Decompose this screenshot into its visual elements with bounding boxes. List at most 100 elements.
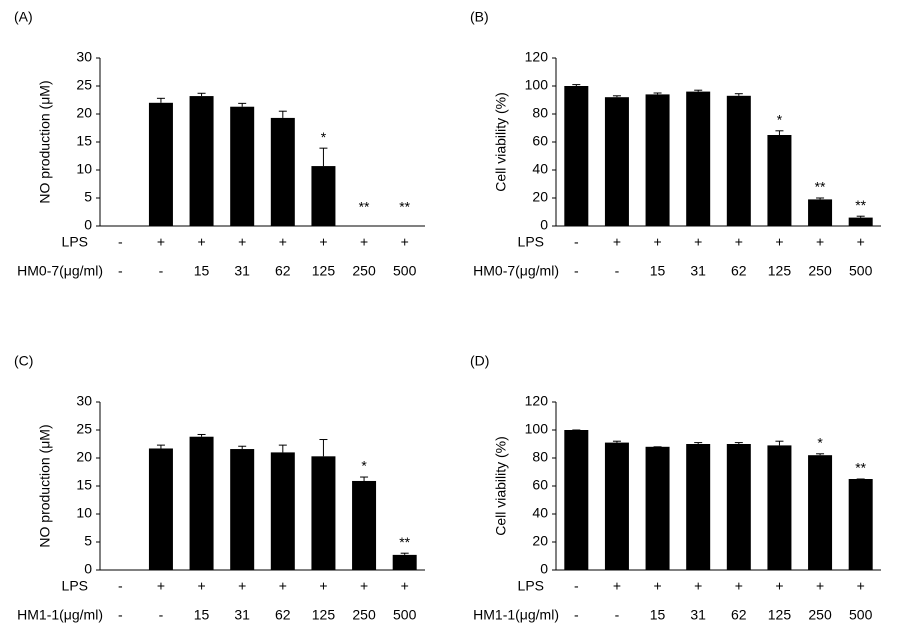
significance-mark: ** [855, 197, 866, 213]
lps-label: + [360, 578, 368, 594]
lps-row-label: LPS [518, 578, 544, 594]
significance-mark: * [817, 435, 823, 451]
bar [148, 448, 173, 570]
y-tick-label: 80 [532, 449, 548, 465]
treatment-row-label: HM0-7(μg/ml) [473, 263, 559, 279]
x-tick-label: 500 [393, 607, 417, 623]
x-tick-label: 500 [849, 263, 873, 279]
y-tick-label: 40 [532, 161, 548, 177]
x-tick-label: - [615, 263, 620, 279]
y-axis-label: Cell viability (%) [493, 436, 509, 536]
y-tick-label: 10 [76, 161, 92, 177]
lps-label: + [157, 578, 165, 594]
lps-label: + [197, 234, 205, 250]
y-tick-label: 0 [84, 561, 92, 577]
bar [270, 117, 295, 226]
x-tick-label: - [118, 263, 123, 279]
y-axis-label: Cell viability (%) [493, 92, 509, 192]
y-tick-label: 40 [532, 505, 548, 521]
significance-mark: ** [815, 179, 826, 195]
lps-label: + [401, 578, 409, 594]
x-tick-label: 31 [690, 607, 706, 623]
bar [270, 452, 295, 570]
x-tick-label: 62 [275, 263, 291, 279]
y-tick-label: 0 [84, 217, 92, 233]
y-tick-label: 100 [525, 77, 549, 93]
bar [564, 86, 589, 226]
bar [189, 96, 214, 226]
bar [767, 445, 792, 570]
bar [726, 444, 751, 570]
lps-label: + [857, 234, 865, 250]
x-tick-label: 500 [393, 263, 417, 279]
panel-label: (A) [14, 9, 33, 25]
y-tick-label: 25 [76, 421, 92, 437]
lps-label: + [816, 234, 824, 250]
x-tick-label: - [574, 607, 579, 623]
y-tick-label: 120 [525, 49, 549, 65]
lps-label: + [319, 578, 327, 594]
treatment-row-label: HM1-1(μg/ml) [473, 607, 559, 623]
lps-row-label: LPS [62, 234, 88, 250]
x-tick-label: 62 [731, 607, 747, 623]
x-tick-label: 31 [690, 263, 706, 279]
bar [311, 166, 336, 226]
panel: (D) Cell viability (%) 0 20 40 60 80 100 120 LPS H… [470, 353, 881, 623]
lps-label: + [197, 578, 205, 594]
y-tick-label: 20 [76, 449, 92, 465]
lps-label: - [574, 578, 579, 594]
lps-label: + [401, 234, 409, 250]
x-tick-label: - [118, 607, 123, 623]
lps-label: + [360, 234, 368, 250]
y-tick-label: 10 [76, 505, 92, 521]
x-tick-label: 125 [768, 607, 792, 623]
lps-label: + [694, 234, 702, 250]
bar [189, 436, 214, 570]
significance-mark: * [777, 112, 783, 128]
y-tick-label: 60 [532, 477, 548, 493]
significance-mark: ** [855, 460, 866, 476]
x-tick-label: 125 [312, 607, 336, 623]
bar [645, 446, 670, 570]
lps-label: - [574, 234, 579, 250]
lps-label: + [653, 578, 661, 594]
x-tick-label: 500 [849, 607, 873, 623]
y-tick-label: 60 [532, 133, 548, 149]
bar [604, 442, 629, 570]
y-tick-label: 5 [84, 189, 92, 205]
y-tick-label: 0 [540, 561, 548, 577]
bar [848, 217, 873, 226]
bar [808, 455, 833, 570]
panel-label: (D) [470, 353, 489, 369]
x-tick-label: 15 [650, 263, 666, 279]
lps-label: + [735, 234, 743, 250]
bar [767, 135, 792, 226]
x-tick-label: 125 [768, 263, 792, 279]
x-tick-label: 31 [234, 607, 250, 623]
y-tick-label: 30 [76, 393, 92, 409]
bar [848, 479, 873, 570]
panel: (A) NO production (μM) 0 5 10 15 20 25 30 LPS HM0-… [14, 9, 425, 279]
x-tick-label: - [159, 607, 164, 623]
lps-label: + [653, 234, 661, 250]
panel-label: (C) [14, 353, 33, 369]
x-tick-label: 125 [312, 263, 336, 279]
x-tick-label: 62 [731, 263, 747, 279]
x-tick-label: 250 [808, 263, 832, 279]
lps-row-label: LPS [518, 234, 544, 250]
x-tick-label: - [615, 607, 620, 623]
bar [352, 480, 377, 570]
lps-label: + [816, 578, 824, 594]
significance-mark: * [361, 458, 367, 474]
lps-label: + [238, 234, 246, 250]
x-tick-label: 31 [234, 263, 250, 279]
treatment-row-label: HM1-1(μg/ml) [17, 607, 103, 623]
lps-label: - [118, 234, 123, 250]
x-tick-label: 250 [352, 607, 376, 623]
lps-label: + [694, 578, 702, 594]
y-tick-label: 0 [540, 217, 548, 233]
bar [645, 94, 670, 227]
panel: (B) Cell viability (%) 0 20 40 60 80 100 120 LPS H… [470, 9, 881, 279]
y-tick-label: 80 [532, 105, 548, 121]
lps-label: + [775, 234, 783, 250]
